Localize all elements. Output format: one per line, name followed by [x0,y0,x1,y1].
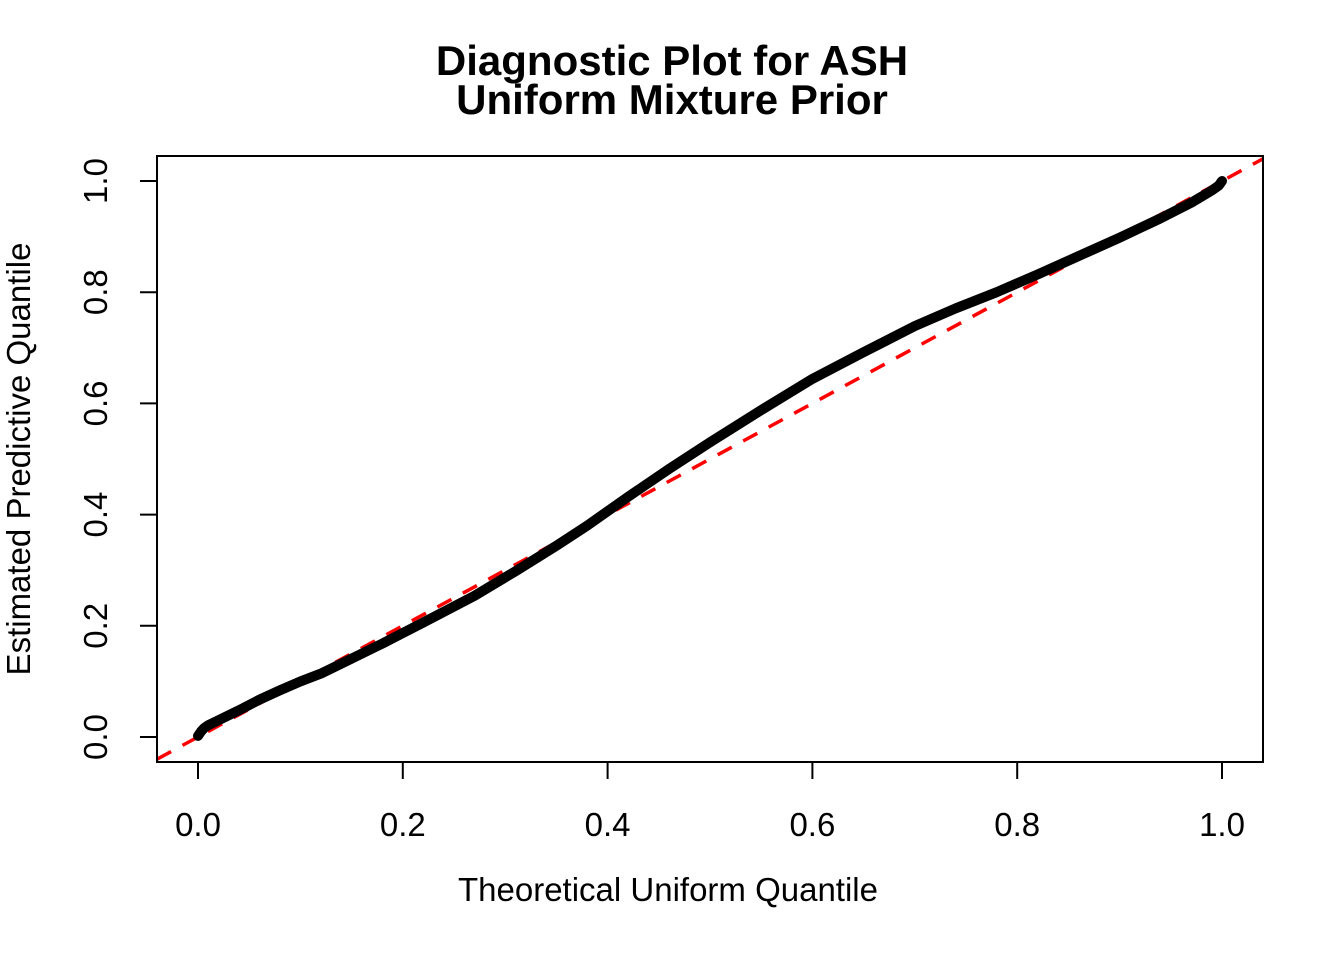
y-tick-label: 0.4 [77,492,114,538]
y-tick-label: 0.6 [77,380,114,426]
y-tick-label: 0.8 [77,269,114,315]
x-tick-label: 0.2 [380,806,426,843]
x-tick-label: 0.6 [789,806,835,843]
x-tick-label: 0.4 [585,806,631,843]
y-tick-label: 0.0 [77,714,114,760]
y-axis-title: Estimated Predictive Quantile [0,243,37,676]
y-tick-label: 0.2 [77,603,114,649]
plot-title-line2: Uniform Mixture Prior [456,76,888,123]
x-tick-label: 1.0 [1199,806,1245,843]
plot-box [156,155,1264,763]
x-axis-title: Theoretical Uniform Quantile [458,871,878,908]
y-tick-label: 1.0 [77,158,114,204]
x-axis: 0.0 0.2 0.4 0.6 0.8 1.0 [175,762,1245,843]
y-axis: 0.0 0.2 0.4 0.6 0.8 1.0 [77,158,157,760]
qq-curve [193,176,1227,741]
x-tick-label: 0.0 [175,806,221,843]
plot-title-line1: Diagnostic Plot for ASH [436,37,908,84]
x-tick-label: 0.8 [994,806,1040,843]
